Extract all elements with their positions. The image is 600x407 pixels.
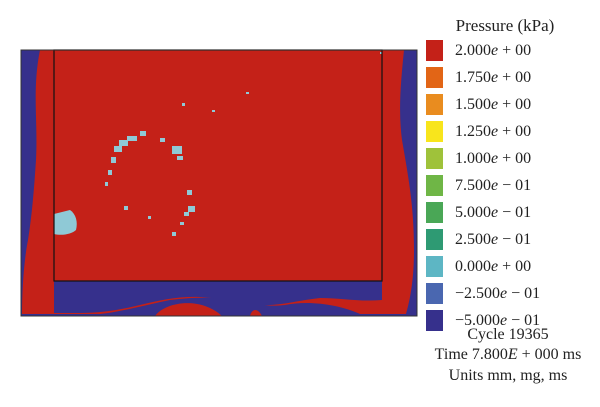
legend-exponent: − 01 <box>502 203 532 221</box>
legend-entry: 2.500e − 01 <box>426 226 531 253</box>
legend-swatch <box>426 40 443 61</box>
high-pressure-region <box>22 50 414 314</box>
legend-exponent: + 00 <box>502 41 532 59</box>
legend-exponent: + 00 <box>502 122 532 140</box>
zero-pressure-patch-left <box>54 210 77 235</box>
legend-exponent-marker: e <box>500 284 508 302</box>
bottom-low-pressure-zone <box>54 281 382 313</box>
legend-exponent-marker: e <box>491 176 499 194</box>
legend-value-label: −2.500e − 01 <box>455 285 540 303</box>
legend-swatch <box>426 310 443 331</box>
legend-mantissa: 5.000 <box>455 203 491 221</box>
legend-value-label: −5.000e − 01 <box>455 312 540 330</box>
legend-exponent: − 01 <box>502 176 532 194</box>
legend-entry: 1.750e + 00 <box>426 64 531 91</box>
legend-swatch <box>426 94 443 115</box>
legend-exponent: − 01 <box>511 311 541 329</box>
legend-swatch <box>426 202 443 223</box>
legend-exponent-marker: e <box>491 122 499 140</box>
plot-border <box>20 49 418 317</box>
legend-exponent: − 01 <box>511 284 541 302</box>
legend-exponent-marker: e <box>491 203 499 221</box>
legend-swatch <box>426 148 443 169</box>
legend-mantissa: 1.000 <box>455 149 491 167</box>
legend-swatch <box>426 283 443 304</box>
legend-exponent-marker: e <box>491 149 499 167</box>
legend-mantissa: 0.000 <box>455 257 491 275</box>
legend-value-label: 1.000e + 00 <box>455 150 531 168</box>
legend-mantissa: −2.500 <box>455 284 501 302</box>
legend-entry: 2.000e + 00 <box>426 37 531 64</box>
legend-entry: 0.000e + 00 <box>426 253 531 280</box>
legend-exponent-marker: e <box>491 95 499 113</box>
units-label: Units mm, mg, ms <box>448 367 568 384</box>
legend-value-label: 2.500e − 01 <box>455 231 531 249</box>
legend-value-label: 1.250e + 00 <box>455 123 531 141</box>
legend-entry: 1.250e + 00 <box>426 118 531 145</box>
legend-value-label: 7.500e − 01 <box>455 177 531 195</box>
legend-swatch <box>426 121 443 142</box>
legend-exponent: + 00 <box>502 257 532 275</box>
legend-value-label: 1.500e + 00 <box>455 96 531 114</box>
legend-swatch <box>426 175 443 196</box>
time-suffix: + 000 ms <box>517 346 582 363</box>
legend-entry: 1.500e + 00 <box>426 91 531 118</box>
cycle-label: Cycle 19365 <box>467 326 549 343</box>
time-exponent-marker: E <box>507 346 518 363</box>
legend-exponent-marker: e <box>491 68 499 86</box>
legend-exponent-marker: e <box>500 311 508 329</box>
legend-exponent-marker: e <box>491 230 499 248</box>
legend-value-label: 0.000e + 00 <box>455 258 531 276</box>
legend-mantissa: 1.250 <box>455 122 491 140</box>
legend-mantissa: 7.500 <box>455 176 491 194</box>
legend-exponent-marker: e <box>491 257 499 275</box>
legend-entry: −2.500e − 01 <box>426 280 540 307</box>
time-prefix: Time 7.800 <box>434 346 508 363</box>
legend-exponent: − 01 <box>502 230 532 248</box>
zero-pressure-ring <box>105 52 382 236</box>
legend-value-label: 5.000e − 01 <box>455 204 531 222</box>
legend-exponent: + 00 <box>502 68 532 86</box>
legend-mantissa: 1.500 <box>455 95 491 113</box>
legend-exponent-marker: e <box>491 41 499 59</box>
legend-swatch <box>426 229 443 250</box>
legend-mantissa: 1.750 <box>455 68 491 86</box>
legend-entry: 1.000e + 00 <box>426 145 531 172</box>
legend-exponent: + 00 <box>502 95 532 113</box>
legend-value-label: 2.000e + 00 <box>455 42 531 60</box>
bottom-red-spot <box>250 310 262 316</box>
legend-entry: 7.500e − 01 <box>426 172 531 199</box>
legend-mantissa: 2.500 <box>455 230 491 248</box>
time-label: Time 7.800E + 000 ms <box>420 346 596 364</box>
legend-swatch <box>426 67 443 88</box>
legend-title: Pressure (kPa) <box>455 16 555 35</box>
legend-mantissa: −5.000 <box>455 311 501 329</box>
legend-entry: 5.000e − 01 <box>426 199 531 226</box>
legend-mantissa: 2.000 <box>455 41 491 59</box>
legend-exponent: + 00 <box>502 149 532 167</box>
legend-value-label: 1.750e + 00 <box>455 69 531 87</box>
legend-entry: −5.000e − 01 <box>426 307 540 334</box>
legend-swatch <box>426 256 443 277</box>
bottom-red-bump <box>155 303 222 316</box>
